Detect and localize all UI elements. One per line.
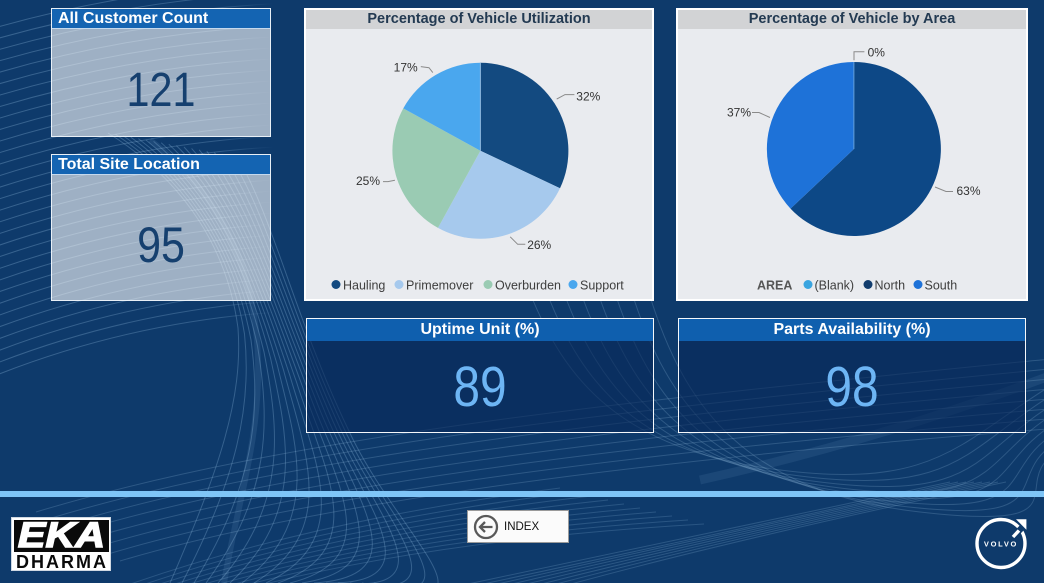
svg-text:0%: 0%	[868, 45, 886, 59]
svg-text:63%: 63%	[957, 184, 981, 198]
svg-text:26%: 26%	[527, 238, 551, 252]
svg-text:Hauling: Hauling	[343, 279, 385, 293]
svg-text:32%: 32%	[576, 90, 600, 104]
svg-text:(Blank): (Blank)	[815, 279, 855, 293]
svg-text:VOLVO: VOLVO	[984, 540, 1018, 549]
svg-text:North: North	[875, 279, 906, 293]
svg-text:37%: 37%	[727, 106, 751, 120]
svg-text:Overburden: Overburden	[495, 279, 561, 293]
svg-text:17%: 17%	[394, 61, 418, 75]
svg-text:Primemover: Primemover	[406, 279, 473, 293]
svg-text:25%: 25%	[356, 174, 380, 188]
svg-text:South: South	[925, 279, 958, 293]
svg-text:Support: Support	[580, 279, 624, 293]
svg-text:AREA: AREA	[757, 279, 792, 293]
